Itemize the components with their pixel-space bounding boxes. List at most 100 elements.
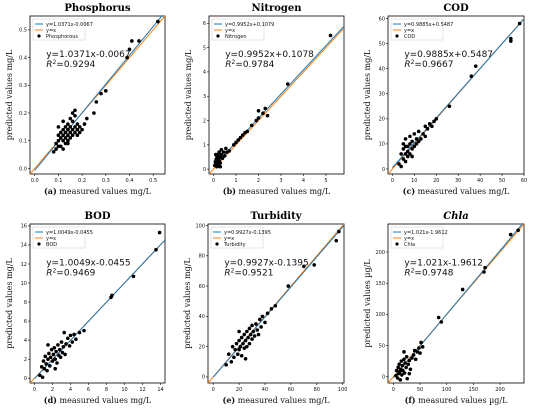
chart-5-point — [402, 371, 407, 375]
chart-5-point — [405, 376, 410, 381]
chart-3-point — [55, 361, 59, 365]
chart-2-point — [414, 137, 419, 141]
chart-3-ytick-label: 6 — [24, 319, 27, 325]
chart-5-xtick-label: 100 — [442, 387, 452, 393]
chart-4-point — [250, 323, 254, 328]
chart-2-xtick-label: 50 — [499, 178, 505, 184]
chart-3-xtick-label: 8 — [105, 387, 108, 393]
chart-3-point — [44, 362, 48, 366]
chart-2-ytick-label: 40 — [379, 66, 385, 72]
chart-0-point — [70, 119, 75, 124]
chart-2-xlabel: (c) measured values mg/L — [403, 186, 510, 196]
chart-2-point — [408, 134, 412, 139]
chart-2-point — [405, 149, 410, 154]
chart-3-point — [110, 293, 114, 298]
chart-5-point — [482, 270, 486, 274]
chart-0-xtick-label: 0.3 — [102, 178, 110, 184]
chart-4-point — [254, 322, 258, 326]
chart-2-point — [412, 144, 417, 149]
chart-4-point — [269, 307, 274, 311]
chart-0-ytick-label: 0.3 — [19, 83, 27, 89]
chart-2-point — [405, 154, 410, 159]
chart-3-point — [41, 359, 46, 363]
chart-0-point — [61, 127, 65, 132]
chart-0-xtick-label: 0.5 — [149, 178, 157, 184]
chart-4-legend-identity-label: y=x — [224, 236, 234, 242]
chart-3-ytick-label: 16 — [21, 224, 27, 230]
chart-4-point — [234, 341, 239, 346]
chart-3-point — [74, 337, 78, 342]
chart-1-xtick-label: 0 — [212, 178, 215, 184]
chart-3-point — [66, 336, 70, 341]
chart-2-point — [412, 132, 417, 136]
chart-3-point — [59, 340, 64, 344]
chart-5-ytick-label: 200 — [375, 250, 385, 256]
chart-3-point — [53, 366, 57, 371]
chart-4-point — [237, 347, 241, 352]
chart-4-ytick-label: 20 — [199, 344, 205, 350]
chart-1-point — [236, 138, 241, 142]
chart-2-point — [509, 39, 513, 43]
chart-3-point — [40, 375, 45, 380]
chart-3-point — [70, 340, 75, 344]
chart-3-point — [43, 354, 48, 359]
chart-1-xtick-label: 4 — [302, 178, 305, 184]
chart-4-point — [243, 356, 248, 361]
chart-5-legend-points-swatch — [395, 242, 399, 246]
chart-0-point — [66, 133, 70, 137]
chart-1-xlabel: (b) measured values mg/L — [223, 186, 331, 196]
chart-4-ylabel: predicted values mg/L — [183, 258, 192, 349]
chart-2-point — [410, 154, 414, 159]
chart-3-point — [131, 274, 136, 279]
chart-5-point — [400, 363, 405, 368]
chart-0-point — [70, 133, 75, 137]
chart-0-ytick-label: 0.0 — [19, 166, 27, 172]
chart-2-point — [416, 129, 421, 134]
chart-3-legend-fit-label: y=1.0049x-0.0455 — [46, 230, 93, 236]
chart-4-point — [260, 314, 265, 319]
chart-4-point — [247, 326, 252, 331]
chart-4-xtick-label: 80 — [314, 387, 320, 393]
chart-3-point — [157, 230, 162, 235]
chart-4-point — [232, 355, 236, 360]
chart-0-point — [92, 111, 96, 115]
chart-4-point — [229, 360, 234, 364]
chart-5-point — [516, 228, 520, 233]
chart-5-title: Chla — [443, 211, 469, 222]
chart-0-legend-fit-label: y=1.0371x-0.0067 — [46, 22, 93, 28]
chart-0-point — [99, 91, 103, 96]
chart-2-point — [419, 137, 423, 141]
chart-1-point — [238, 135, 243, 140]
chart-2-point — [432, 119, 436, 124]
chart-5-point — [413, 357, 418, 362]
chart-2-r-squared: R2=0.9667 — [404, 59, 453, 70]
chart-1-legend-points-label: Nitrogen — [225, 34, 247, 40]
chart-2-point — [399, 152, 403, 156]
chart-1-point — [219, 147, 224, 152]
chart-3-point — [49, 347, 54, 352]
chart-4-ytick-label: 60 — [199, 284, 205, 290]
chart-2-legend — [390, 18, 444, 41]
chart-4-point — [245, 329, 249, 334]
chart-4-point — [258, 317, 262, 322]
chart-1-xtick-label: 1 — [234, 178, 237, 184]
chart-4-point — [233, 347, 237, 352]
chart-0-point — [82, 122, 87, 126]
chart-4-point — [239, 353, 244, 358]
chart-1-ytick-label: 1 — [203, 143, 206, 149]
chart-5-point — [404, 365, 408, 370]
chart-4-point — [302, 264, 306, 269]
chart-5-xtick-label: 50 — [417, 387, 423, 393]
chart-2-point — [423, 124, 428, 129]
chart-2-point — [469, 74, 474, 78]
chart-5-point — [407, 358, 412, 363]
chart-0-point — [73, 125, 77, 129]
chart-1-r-squared: R2=0.9784 — [225, 59, 274, 70]
chart-0-identity-line — [30, 16, 165, 174]
chart-3-point — [58, 355, 63, 360]
chart-0-xtick-label: 0.1 — [54, 178, 62, 184]
chart-4-point — [237, 338, 241, 343]
chart-2-title: COD — [443, 3, 469, 14]
chart-3-point — [68, 333, 73, 338]
